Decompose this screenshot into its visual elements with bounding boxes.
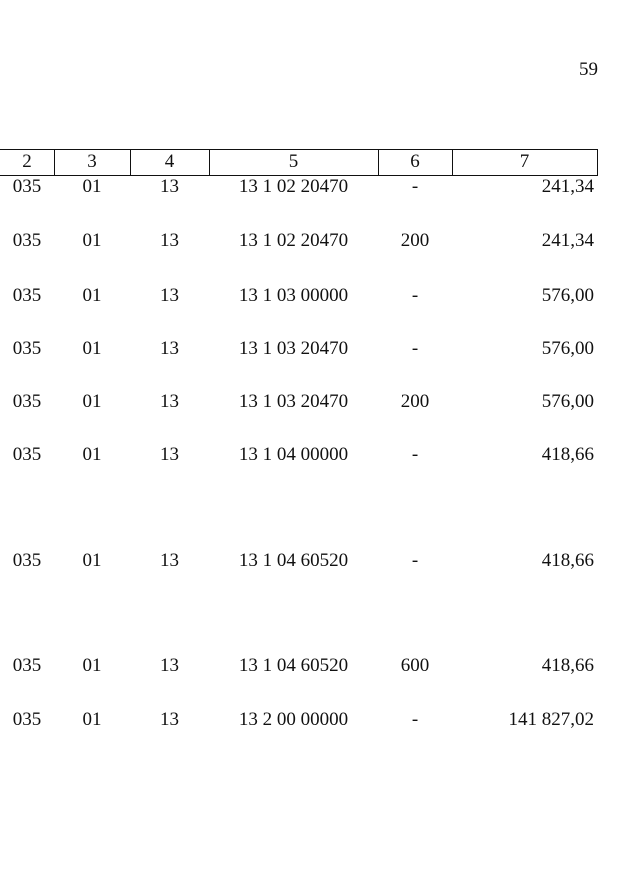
table-cell: 576,00 — [541, 285, 594, 306]
table-cell: 576,00 — [541, 338, 594, 359]
header-column-border — [54, 149, 55, 175]
table-cell: 13 1 02 20470 — [238, 176, 349, 197]
header-cell: 6 — [410, 151, 420, 172]
table-cell: 13 1 04 60520 — [238, 655, 349, 676]
header-top-border — [0, 149, 598, 150]
table-cell: 13 — [160, 444, 179, 465]
table-cell: - — [411, 285, 419, 306]
table-cell: 13 1 04 00000 — [238, 444, 349, 465]
table-cell: 01 — [82, 444, 102, 465]
header-cell: 5 — [288, 151, 299, 172]
header-cell: 2 — [22, 151, 32, 172]
table-cell: 035 — [12, 338, 42, 359]
table-cell: 035 — [12, 391, 42, 412]
header-column-border — [130, 149, 131, 175]
table-cell: 13 1 02 20470 — [238, 230, 349, 251]
header-cell: 3 — [87, 151, 97, 172]
table-cell: 035 — [12, 709, 42, 730]
table-cell: 13 1 03 00000 — [238, 285, 349, 306]
table-cell: 13 1 04 60520 — [238, 550, 349, 571]
table-cell: 035 — [12, 550, 42, 571]
table-cell: 01 — [82, 176, 102, 197]
table-cell: - — [411, 176, 419, 197]
header-column-border — [209, 149, 210, 175]
table-cell: - — [411, 550, 419, 571]
table-cell: 035 — [12, 655, 42, 676]
page-number: 59 — [579, 59, 598, 80]
table-cell: 13 — [160, 655, 179, 676]
table-cell: 13 — [160, 338, 179, 359]
table-cell: 13 — [160, 285, 179, 306]
table-cell: 01 — [82, 391, 102, 412]
table-cell: 13 — [160, 709, 179, 730]
header-bottom-border — [0, 175, 598, 176]
table-cell: 13 — [160, 391, 179, 412]
table-cell: 01 — [82, 709, 102, 730]
header-cell: 4 — [164, 151, 175, 172]
table-cell: 035 — [12, 230, 42, 251]
table-cell: - — [411, 444, 419, 465]
table-cell: 141 827,02 — [508, 709, 595, 730]
table-cell: 418,66 — [541, 550, 594, 571]
table-cell: 418,66 — [541, 444, 594, 465]
table-cell: 01 — [82, 550, 102, 571]
table-cell: 13 — [160, 550, 179, 571]
table-cell: 13 — [160, 230, 179, 251]
table-cell: 13 1 03 20470 — [238, 338, 349, 359]
table-cell: 576,00 — [541, 391, 594, 412]
header-column-border — [597, 149, 598, 175]
table-cell: 241,34 — [541, 176, 594, 197]
table-cell: 241,34 — [541, 230, 594, 251]
table-cell: 200 — [400, 230, 430, 251]
table-cell: 200 — [400, 391, 430, 412]
table-cell: 035 — [12, 285, 42, 306]
table-cell: 13 1 03 20470 — [238, 391, 349, 412]
table-cell: 035 — [12, 444, 42, 465]
header-column-border — [452, 149, 453, 175]
header-cell: 7 — [519, 151, 530, 172]
table-cell: 13 2 00 00000 — [238, 709, 349, 730]
table-cell: 035 — [12, 176, 42, 197]
table-cell: - — [411, 338, 419, 359]
table-cell: 600 — [400, 655, 430, 676]
table-cell: 01 — [82, 655, 102, 676]
table-cell: - — [411, 709, 419, 730]
table-cell: 01 — [82, 338, 102, 359]
table-cell: 01 — [82, 285, 102, 306]
table-cell: 418,66 — [541, 655, 594, 676]
table-cell: 01 — [82, 230, 102, 251]
header-column-border — [378, 149, 379, 175]
table-cell: 13 — [160, 176, 179, 197]
